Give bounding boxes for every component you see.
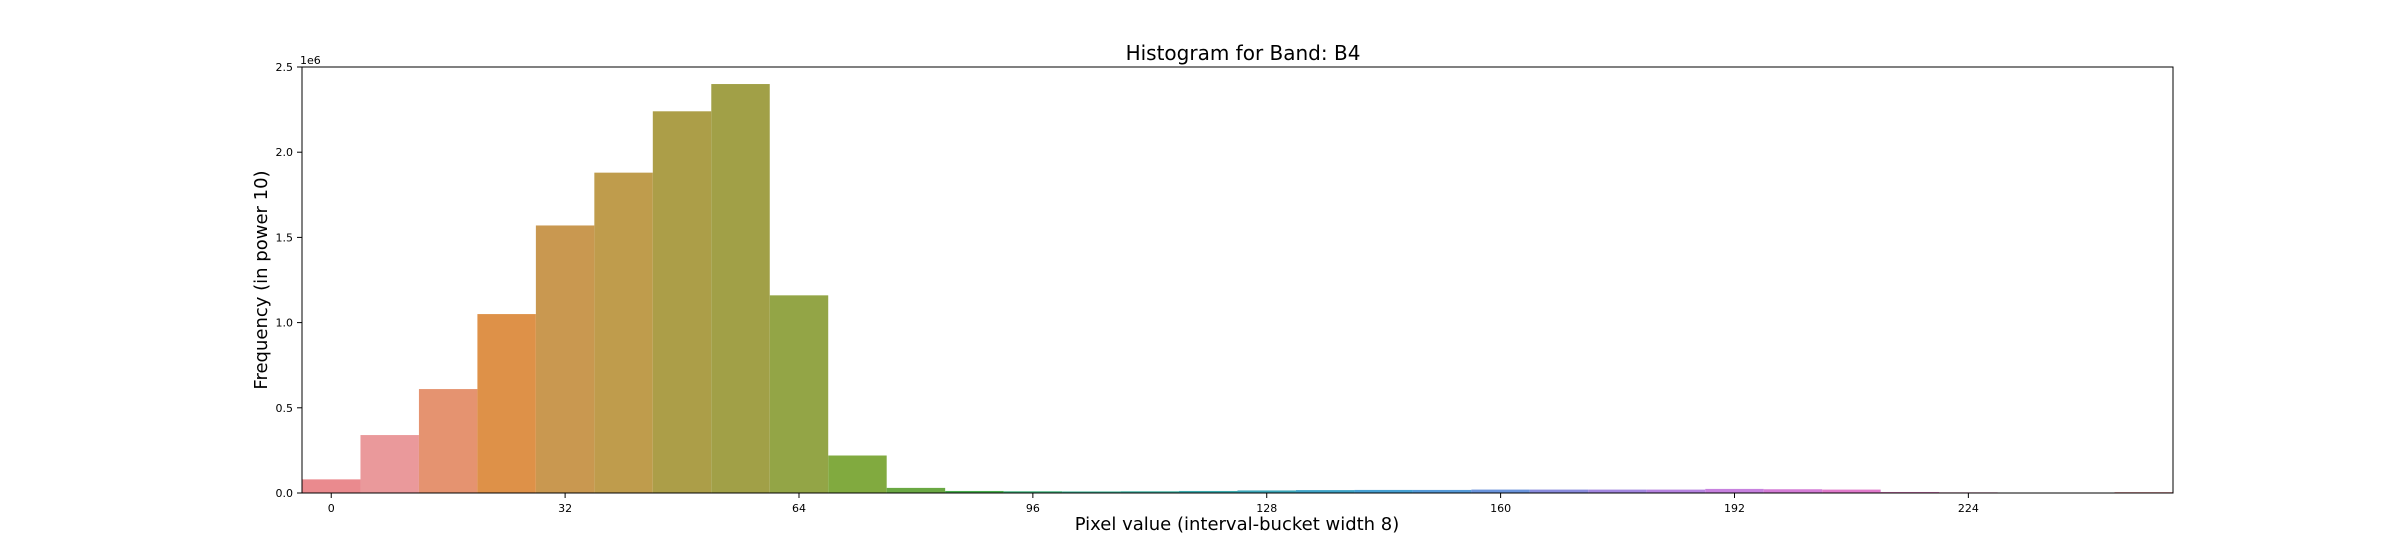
- x-tick-label: 64: [792, 502, 806, 515]
- y-axis-offset-label: 1e6: [300, 54, 321, 67]
- y-tick-label: 1.0: [276, 317, 294, 330]
- x-axis-label: Pixel value (interval-bucket width 8): [1075, 514, 1400, 535]
- histogram-bar: [711, 84, 770, 493]
- histogram-bar: [1646, 489, 1706, 493]
- x-tick-label: 32: [558, 502, 572, 515]
- y-tick-label: 1.5: [276, 231, 294, 244]
- x-tick-label: 0: [328, 502, 335, 515]
- histogram-bar: [1588, 489, 1647, 493]
- histogram-bar: [477, 314, 536, 493]
- histogram-bar: [535, 225, 595, 493]
- plot-frame: [301, 66, 2174, 494]
- y-tick-label: 2.0: [276, 146, 294, 159]
- y-tick-label: 0.5: [276, 402, 294, 415]
- histogram-bar: [945, 490, 1004, 493]
- histogram-bar: [1822, 489, 1881, 493]
- histogram-bar: [1120, 491, 1180, 493]
- histogram-bar: [594, 172, 653, 493]
- histogram-bar: [302, 479, 361, 493]
- bars-group: [302, 84, 2173, 494]
- histogram-bar: [1295, 490, 1355, 493]
- histogram-bar: [1062, 491, 1121, 493]
- histogram-bar: [1179, 490, 1238, 493]
- y-tick-label: 2.5: [276, 61, 294, 74]
- histogram-bar: [1880, 491, 1940, 493]
- histogram-bar: [418, 389, 478, 493]
- y-axis-label: Frequency (in power 10): [251, 170, 272, 389]
- x-axis: 0 32 64 96 128 160 192 224: [328, 493, 1979, 515]
- histogram-bar: [1354, 489, 1413, 493]
- y-axis: 0.0 0.5 1.0 1.5 2.0 2.5: [276, 61, 302, 500]
- histogram-bar: [360, 435, 419, 493]
- y-tick-label: 0.0: [276, 487, 294, 500]
- histogram-bar: [828, 455, 887, 493]
- histogram-bar: [652, 111, 712, 494]
- histogram-bar: [1529, 489, 1589, 493]
- histogram-bar: [1412, 489, 1472, 493]
- x-tick-label: 128: [1256, 502, 1277, 515]
- x-tick-label: 96: [1026, 502, 1040, 515]
- histogram-bar: [1003, 491, 1063, 493]
- histogram-bar: [1471, 489, 1530, 493]
- histogram-bar: [886, 487, 946, 493]
- histogram-bar: [769, 295, 829, 493]
- histogram-bar: [1237, 490, 1296, 493]
- x-tick-label: 160: [1490, 502, 1511, 515]
- histogram-bar: [1705, 488, 1764, 493]
- histogram-bar: [1763, 489, 1823, 493]
- x-tick-label: 192: [1724, 502, 1745, 515]
- chart-title: Histogram for Band: B4: [1126, 41, 1361, 65]
- x-tick-label: 224: [1958, 502, 1979, 515]
